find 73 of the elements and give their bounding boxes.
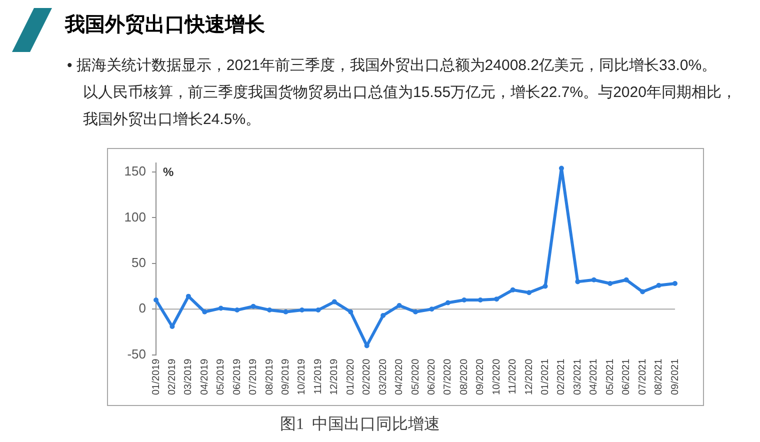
point [462, 297, 467, 302]
x-tick-label: 04/2019 [199, 358, 210, 396]
point [640, 289, 646, 294]
y-tick-label: 150 [124, 164, 146, 179]
point [558, 166, 564, 171]
point [154, 297, 158, 302]
x-tick-label: 07/2021 [637, 358, 648, 396]
x-tick-label: 07/2019 [248, 358, 260, 396]
point [380, 313, 386, 318]
x-tick-label: 09/2020 [475, 358, 486, 396]
point [494, 296, 500, 302]
x-tick-label: 03/2021 [572, 358, 584, 396]
x-tick-label: 09/2019 [280, 358, 292, 396]
x-tick-label: 11/2020 [508, 358, 519, 394]
text: • 据海关统计数据显示，2021年前三季度，我国外贸出口总额为24008.2亿美元，同比增长33.0%。以人民币核算，前三季度我国货物贸易出口总值为15.55万亿元，增长22.7%。与2020年同期相比，我国外贸出口增长24.5%。 [67, 56, 738, 130]
x-tick-label: 11/2019 [312, 358, 324, 394]
x-tick-label: 10/2019 [296, 358, 308, 396]
x-tick-label: 09/2021 [670, 358, 681, 396]
point [429, 306, 434, 312]
point [608, 281, 613, 286]
x-tick-label: 06/2021 [621, 358, 632, 396]
point [656, 282, 662, 288]
y-tick-label: -50 [127, 346, 146, 362]
point [218, 306, 224, 311]
x-tick-label: 05/2020 [410, 358, 422, 396]
point [186, 294, 191, 299]
point [283, 309, 288, 314]
point [478, 297, 483, 302]
point [542, 284, 548, 289]
point [250, 304, 256, 309]
point [202, 309, 208, 314]
x-tick-label: 05/2019 [216, 358, 227, 396]
x-tick-label: 06/2020 [426, 358, 438, 396]
point [396, 302, 402, 308]
x-tick-label: 01/2020 [345, 358, 356, 396]
x-tick-label: 05/2021 [604, 358, 616, 396]
x-tick-label: 01/2019 [150, 358, 162, 396]
point [445, 300, 450, 306]
y-tick-label: 50 [132, 254, 146, 270]
point [591, 277, 596, 282]
point [672, 281, 678, 286]
x-tick-label: 06/2019 [232, 358, 243, 396]
chart-title: 我国外贸出口快速增长 [65, 12, 265, 38]
x-tick-label: 08/2020 [458, 358, 470, 396]
x-tick-label: 12/2019 [329, 358, 340, 396]
x-tick-label: 10/2020 [491, 358, 502, 396]
x-tick-label: 12/2020 [524, 358, 535, 396]
x-tick-label: 01/2021 [540, 358, 551, 396]
point [348, 309, 354, 314]
x-tick-label: 08/2021 [654, 358, 665, 396]
x-tick-label: 03/2020 [378, 358, 389, 396]
x-tick-label: 02/2021 [556, 358, 568, 396]
x-tick-label: 02/2019 [166, 358, 178, 396]
point [299, 308, 304, 313]
point [332, 299, 337, 304]
point [234, 308, 240, 313]
point [510, 287, 516, 292]
x-tick-label: 07/2020 [442, 358, 454, 396]
caption: 图1 中国出口同比增速 [280, 414, 440, 435]
point [624, 277, 629, 282]
point [413, 309, 418, 314]
x-tick-label: 08/2019 [264, 358, 276, 396]
point [316, 308, 321, 313]
y-tick-label: 100 [124, 209, 146, 224]
point [575, 279, 580, 284]
y-axis-title: % [163, 165, 174, 180]
point [267, 308, 272, 313]
point [526, 290, 532, 296]
x-tick-label: 03/2019 [183, 358, 194, 396]
x-tick-label: 02/2020 [362, 358, 373, 396]
x-tick-label: 04/2021 [588, 358, 600, 396]
x-tick-label: 04/2020 [394, 358, 406, 396]
y-tick-label: 0 [138, 300, 146, 316]
